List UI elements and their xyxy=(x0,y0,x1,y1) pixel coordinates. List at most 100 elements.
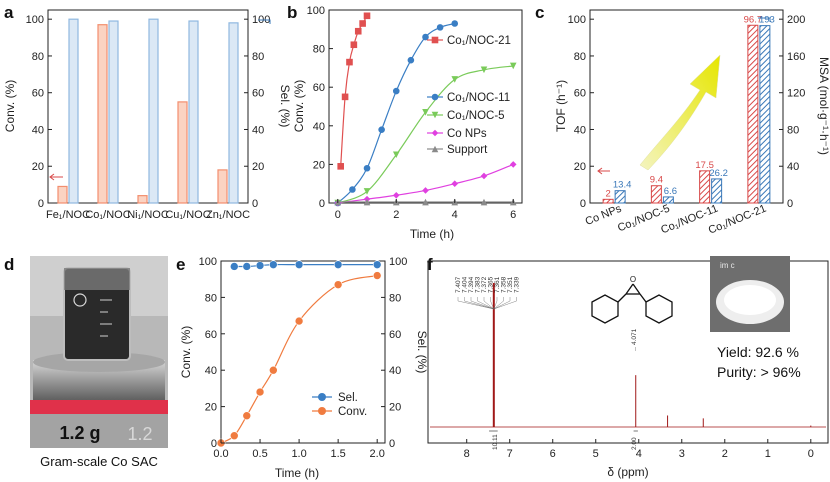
x-tick-label: 0 xyxy=(808,448,814,460)
photo-gram-scale: 1.2 g 1.2 Gram-scale Co SAC xyxy=(30,256,168,469)
legend-marker xyxy=(318,407,326,415)
legend-label: Co₁/NOC-21 xyxy=(447,35,511,47)
bar-msa xyxy=(759,25,771,204)
data-point xyxy=(333,260,343,269)
data-point xyxy=(392,151,400,159)
x-tick-label: 8 xyxy=(464,448,470,460)
data-point xyxy=(363,12,371,20)
x-tick-label: 2 xyxy=(722,448,728,460)
bar-conv xyxy=(97,24,108,204)
purity-text: Purity: > 96% xyxy=(717,364,801,380)
beaker-graduations xyxy=(100,299,112,337)
y2-tick-label: 100 xyxy=(389,256,407,268)
x-tick-label: 0.5 xyxy=(252,448,267,460)
yield-text: Yield: 92.6 % xyxy=(717,344,799,360)
vial-label: im c xyxy=(720,261,735,270)
data-point xyxy=(509,62,517,70)
x-tick-label: 4 xyxy=(636,448,642,460)
beaker-logo-icon xyxy=(73,293,87,307)
peak-label: 7.351 xyxy=(507,276,514,293)
x-tick-label: 1 xyxy=(765,448,771,460)
peak-label-leader xyxy=(483,297,494,310)
bar-tof xyxy=(747,24,759,204)
data-point xyxy=(242,262,252,271)
data-point xyxy=(378,126,385,133)
panel-label-c: c xyxy=(535,3,544,22)
y-tick-label: 40 xyxy=(32,124,44,136)
peak-label: 7.358 xyxy=(501,276,508,293)
y-tick-label: 20 xyxy=(205,402,217,414)
bar-tof-label: 2 xyxy=(605,188,610,199)
data-point xyxy=(242,411,252,421)
data-point xyxy=(407,56,415,64)
legend-label: Co NPs xyxy=(447,128,487,140)
data-point xyxy=(436,24,444,31)
photo-caption: Gram-scale Co SAC xyxy=(40,454,158,469)
x-tick-label: 6 xyxy=(510,209,516,221)
peak-label-leader xyxy=(490,297,494,310)
y-tick-label: 40 xyxy=(205,365,217,377)
y2-tick-label: 20 xyxy=(252,161,264,173)
chart-e-legend: Sel. Conv. xyxy=(312,392,367,418)
chart-f-xlabel: δ (ppm) xyxy=(607,465,648,479)
data-point xyxy=(422,198,429,206)
bar-msa-label: 26.2 xyxy=(709,168,728,179)
y-tick-label: 60 xyxy=(574,88,586,100)
data-point xyxy=(229,431,239,441)
panel-label-a: a xyxy=(4,3,14,22)
y2-tick-label: 160 xyxy=(787,51,805,63)
bar-sel xyxy=(188,20,199,204)
bar-tof xyxy=(650,185,662,204)
x-tick-label: 1.5 xyxy=(330,448,345,460)
bar-tof-label: 96.7 xyxy=(744,14,763,25)
legend-marker xyxy=(431,93,439,101)
bar-tof xyxy=(602,198,614,204)
data-point xyxy=(372,260,382,269)
data-point xyxy=(359,20,366,27)
y2-tick-label: 40 xyxy=(787,161,799,173)
peak-label: 7.361 xyxy=(494,276,501,293)
y-tick-label: 0 xyxy=(319,198,325,210)
legend-label: Co₁/NOC-11 xyxy=(447,92,510,104)
peak-label-leader xyxy=(493,297,504,310)
data-point xyxy=(363,188,371,195)
bar-sel xyxy=(108,20,119,204)
chart-e-y2label: Sel. (%) xyxy=(415,331,429,374)
x-tick-label: Fe₁/NOC xyxy=(46,209,90,221)
y-tick-label: 100 xyxy=(199,256,217,268)
chart-b-kinetics: 0 20 40 60 80 100 0 2 4 6 Conv. (%) Time (h) Co₁… xyxy=(292,5,523,241)
y2-tick-label: 200 xyxy=(787,14,805,26)
data-point xyxy=(229,262,239,271)
legend-marker xyxy=(431,129,439,137)
bar-sel xyxy=(228,22,239,204)
chart-e-xlabel: Time (h) xyxy=(275,466,319,480)
y-tick-label: 80 xyxy=(313,44,325,56)
bar-tof-label: 9.4 xyxy=(650,175,663,186)
bar-msa xyxy=(614,190,626,204)
data-point xyxy=(480,198,488,206)
y2-tick-label: 40 xyxy=(389,365,401,377)
bar-sel xyxy=(68,18,79,204)
weight-label: 1.2 g xyxy=(59,423,100,443)
panel-label-e: e xyxy=(176,255,185,274)
y-tick-label: 80 xyxy=(574,51,586,63)
series-line xyxy=(340,15,368,167)
data-point xyxy=(333,280,343,289)
data-point xyxy=(480,172,488,180)
y-tick-label: 20 xyxy=(32,161,44,173)
data-point xyxy=(363,164,371,172)
data-point xyxy=(354,27,362,35)
x-tick-label: 2 xyxy=(393,209,399,221)
peak-label-leader xyxy=(493,297,511,310)
chart-b-xlabel: Time (h) xyxy=(410,227,454,241)
chart-a-right-axis-arrow-icon xyxy=(258,19,271,24)
data-point xyxy=(349,186,356,193)
x-tick-label: 0 xyxy=(335,209,341,221)
bar-sel xyxy=(148,18,159,204)
peak-label-leader xyxy=(457,297,494,310)
chart-c-right-axis-arrow-icon xyxy=(758,17,771,22)
data-point xyxy=(341,93,349,101)
y-tick-label: 20 xyxy=(313,159,325,171)
legend-marker xyxy=(318,393,326,401)
